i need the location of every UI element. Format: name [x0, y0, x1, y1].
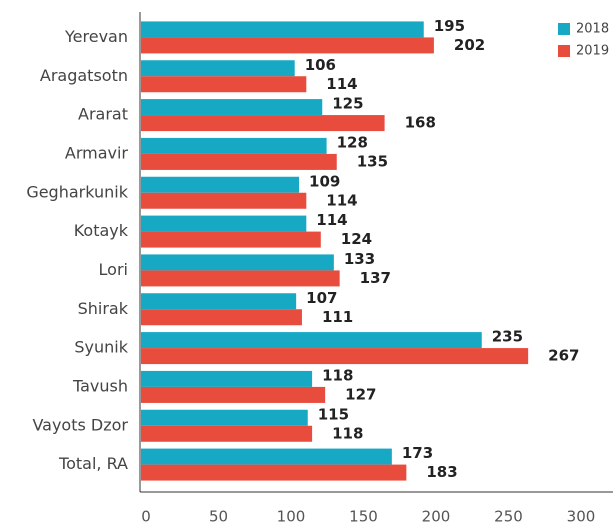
bar	[141, 409, 308, 426]
value-label: 106	[305, 56, 336, 74]
value-label: 107	[306, 289, 337, 307]
value-label: 202	[454, 36, 485, 54]
value-label: 114	[326, 75, 357, 93]
bar	[141, 99, 323, 116]
value-label: 127	[345, 385, 376, 403]
bar	[141, 153, 337, 170]
category-label: Ararat	[78, 105, 128, 124]
bar	[141, 231, 321, 248]
category-label: Syunik	[74, 338, 128, 357]
value-label: 173	[402, 444, 433, 462]
value-label: 133	[344, 250, 375, 268]
value-label: 183	[426, 463, 457, 481]
value-label: 137	[360, 269, 391, 287]
x-tick-label: 50	[209, 508, 228, 526]
legend-label: 2019	[576, 44, 609, 59]
value-label: 109	[309, 172, 340, 190]
value-label: 195	[434, 17, 465, 35]
category-label: Shirak	[78, 299, 129, 318]
category-label: Kotayk	[74, 221, 129, 240]
category-label: Lori	[99, 260, 128, 279]
x-tick-label: 200	[422, 508, 451, 526]
bar	[141, 60, 295, 77]
value-label: 114	[316, 211, 347, 229]
value-label: 118	[332, 424, 363, 442]
bar	[141, 37, 434, 54]
x-tick-label: 0	[141, 508, 151, 526]
value-label: 118	[322, 366, 353, 384]
value-label: 115	[318, 405, 349, 423]
bar	[141, 270, 340, 287]
category-label: Armavir	[65, 143, 129, 162]
value-label: 267	[548, 347, 579, 365]
value-label: 111	[322, 308, 353, 326]
bar	[141, 448, 392, 465]
value-label: 235	[492, 328, 523, 346]
value-label: 125	[332, 95, 363, 113]
bar	[141, 386, 326, 403]
bar	[141, 215, 307, 232]
category-label: Aragatsotn	[40, 66, 128, 85]
bar	[141, 332, 482, 349]
value-label: 168	[405, 114, 436, 132]
legend-swatch	[558, 23, 570, 35]
bar	[141, 21, 424, 38]
category-label: Gegharkunik	[26, 182, 128, 201]
x-tick-label: 250	[494, 508, 523, 526]
legend-label: 2018	[576, 22, 609, 37]
category-label: Total, RA	[58, 454, 128, 473]
value-label: 114	[326, 191, 357, 209]
bar	[141, 348, 529, 365]
bar	[141, 115, 385, 132]
x-tick-label: 300	[567, 508, 596, 526]
bar	[141, 293, 297, 310]
bar	[141, 76, 307, 93]
x-tick-label: 150	[349, 508, 378, 526]
category-label: Yerevan	[64, 27, 128, 46]
bar	[141, 176, 300, 193]
legend-swatch	[558, 45, 570, 57]
category-label: Tavush	[72, 376, 128, 395]
value-label: 128	[337, 133, 368, 151]
bar	[141, 309, 302, 326]
category-label: Vayots Dzor	[32, 415, 128, 434]
x-tick-label: 100	[277, 508, 306, 526]
bar	[141, 425, 313, 442]
bar	[141, 254, 334, 271]
bar	[141, 192, 307, 209]
value-label: 135	[357, 152, 388, 170]
bar	[141, 464, 407, 481]
value-label: 124	[341, 230, 372, 248]
bar	[141, 370, 313, 387]
bar	[141, 137, 327, 154]
